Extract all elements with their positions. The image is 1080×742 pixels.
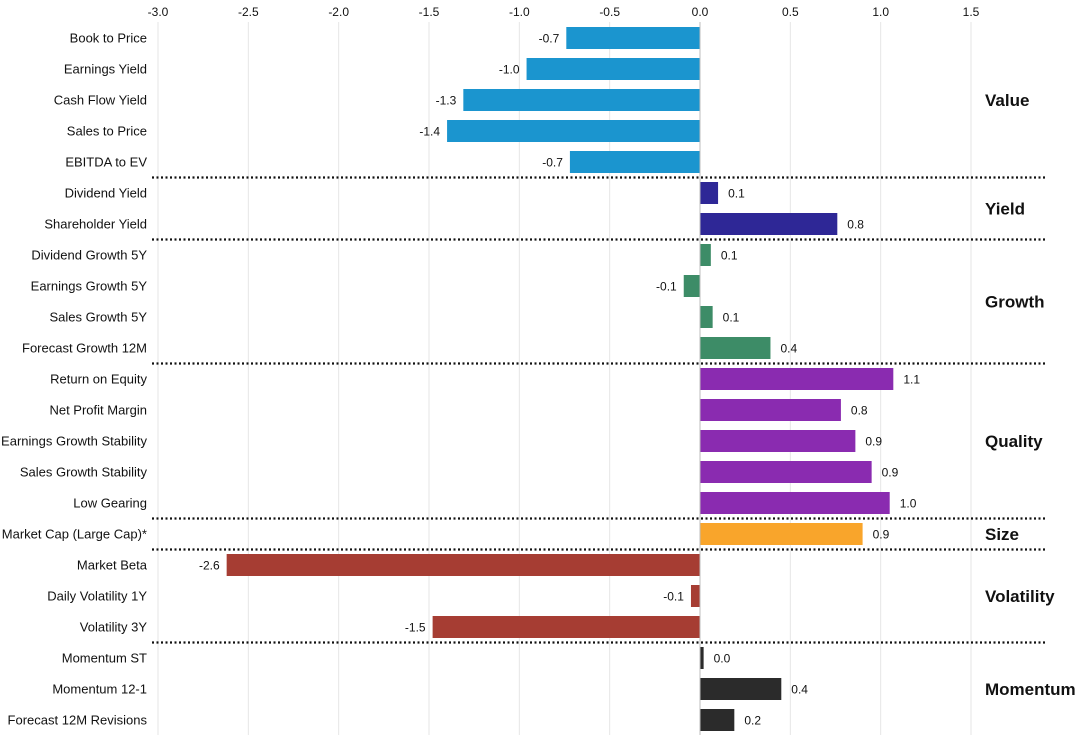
value-label: 0.4: [791, 683, 808, 697]
row-label: Earnings Yield: [64, 62, 147, 77]
value-label: -1.3: [436, 94, 457, 108]
row-label: Low Gearing: [73, 496, 147, 511]
row-label: Momentum 12-1: [52, 682, 147, 697]
value-label: 0.8: [847, 218, 864, 232]
x-axis-ticks: -3.0 -2.5 -2.0 -1.5 -1.0 -0.5 0.0 0.5 1.0 1.5: [148, 5, 980, 19]
group-label: Size: [985, 525, 1019, 544]
x-tick-label: -3.0: [148, 5, 169, 19]
value-label: -0.1: [656, 280, 677, 294]
value-label: -1.5: [405, 621, 426, 635]
row-label: Market Cap (Large Cap)*: [2, 527, 147, 542]
group-label: Value: [985, 91, 1029, 110]
row-label: Sales Growth Stability: [20, 465, 148, 480]
row-label: Sales Growth 5Y: [49, 310, 147, 325]
row-label: Daily Volatility 1Y: [47, 589, 147, 604]
x-tick-label: -2.0: [328, 5, 349, 19]
group-label: Growth: [985, 293, 1045, 312]
value-label: 0.1: [728, 187, 745, 201]
value-label: 0.2: [744, 714, 761, 728]
bar: [700, 523, 863, 545]
row-label: Return on Equity: [50, 372, 147, 387]
bar: [700, 430, 856, 452]
row-label: Cash Flow Yield: [54, 93, 147, 108]
value-label: -0.7: [542, 156, 563, 170]
value-label: -0.7: [539, 32, 560, 46]
x-tick-label: 0.5: [782, 5, 799, 19]
bar: [683, 275, 700, 297]
row-label: Market Beta: [77, 558, 148, 573]
bar: [463, 89, 700, 111]
value-label: 0.1: [723, 311, 740, 325]
row-label: Forecast 12M Revisions: [8, 713, 148, 728]
bar: [700, 244, 711, 266]
value-label: 0.9: [865, 435, 882, 449]
bar: [700, 399, 841, 421]
group-labels: Value Yield Growth Quality Size Volatility Mom…: [985, 91, 1076, 699]
x-tick-label: -1.0: [509, 5, 530, 19]
bar: [700, 678, 782, 700]
bar-layer: [226, 27, 894, 731]
row-label: Momentum ST: [62, 651, 147, 666]
x-tick-label: -0.5: [599, 5, 620, 19]
bar: [700, 182, 719, 204]
group-separators: [152, 176, 1045, 644]
value-label: -2.6: [199, 559, 220, 573]
bar: [700, 213, 838, 235]
value-label: 1.1: [903, 373, 920, 387]
row-label: Earnings Growth 5Y: [31, 279, 148, 294]
group-label: Quality: [985, 432, 1043, 451]
bar: [700, 492, 890, 514]
group-label: Momentum: [985, 680, 1076, 699]
value-label: -1.0: [499, 63, 520, 77]
x-tick-label: -1.5: [419, 5, 440, 19]
x-tick-label: 1.5: [963, 5, 980, 19]
bar: [700, 337, 771, 359]
row-label: Earnings Growth Stability: [1, 434, 147, 449]
row-label: EBITDA to EV: [65, 155, 147, 170]
bar: [566, 27, 700, 49]
row-label: Sales to Price: [67, 124, 147, 139]
bar: [526, 58, 700, 80]
bar: [447, 120, 700, 142]
value-label: 0.9: [873, 528, 890, 542]
bar: [432, 616, 700, 638]
x-tick-label: -2.5: [238, 5, 259, 19]
bar: [700, 647, 704, 669]
value-label: 0.1: [721, 249, 738, 263]
row-label: Book to Price: [70, 31, 147, 46]
bar: [700, 368, 894, 390]
bar: [700, 461, 872, 483]
row-label: Forecast Growth 12M: [22, 341, 147, 356]
value-label: 0.4: [780, 342, 797, 356]
row-label: Net Profit Margin: [49, 403, 147, 418]
row-labels: Book to Price Earnings Yield Cash Flow Yie…: [1, 31, 148, 728]
bar: [700, 306, 713, 328]
value-label: 0.9: [882, 466, 899, 480]
group-label: Volatility: [985, 587, 1055, 606]
bar: [700, 709, 735, 731]
value-label: 1.0: [900, 497, 917, 511]
row-label: Shareholder Yield: [44, 217, 147, 232]
row-label: Dividend Growth 5Y: [31, 248, 147, 263]
x-tick-label: 1.0: [872, 5, 889, 19]
bar: [569, 151, 700, 173]
value-labels: -0.7 -1.0 -1.3 -1.4 -0.7 0.1 0.8 0.1 -0.1 0.1 0.4 1…: [199, 32, 920, 728]
x-tick-label: 0.0: [692, 5, 709, 19]
bar: [690, 585, 700, 607]
value-label: -1.4: [419, 125, 440, 139]
row-label: Volatility 3Y: [80, 620, 148, 635]
value-label: -0.1: [663, 590, 684, 604]
group-label: Yield: [985, 200, 1025, 219]
value-label: 0.0: [714, 652, 731, 666]
row-label: Dividend Yield: [65, 186, 147, 201]
bar: [226, 554, 701, 576]
value-label: 0.8: [851, 404, 868, 418]
